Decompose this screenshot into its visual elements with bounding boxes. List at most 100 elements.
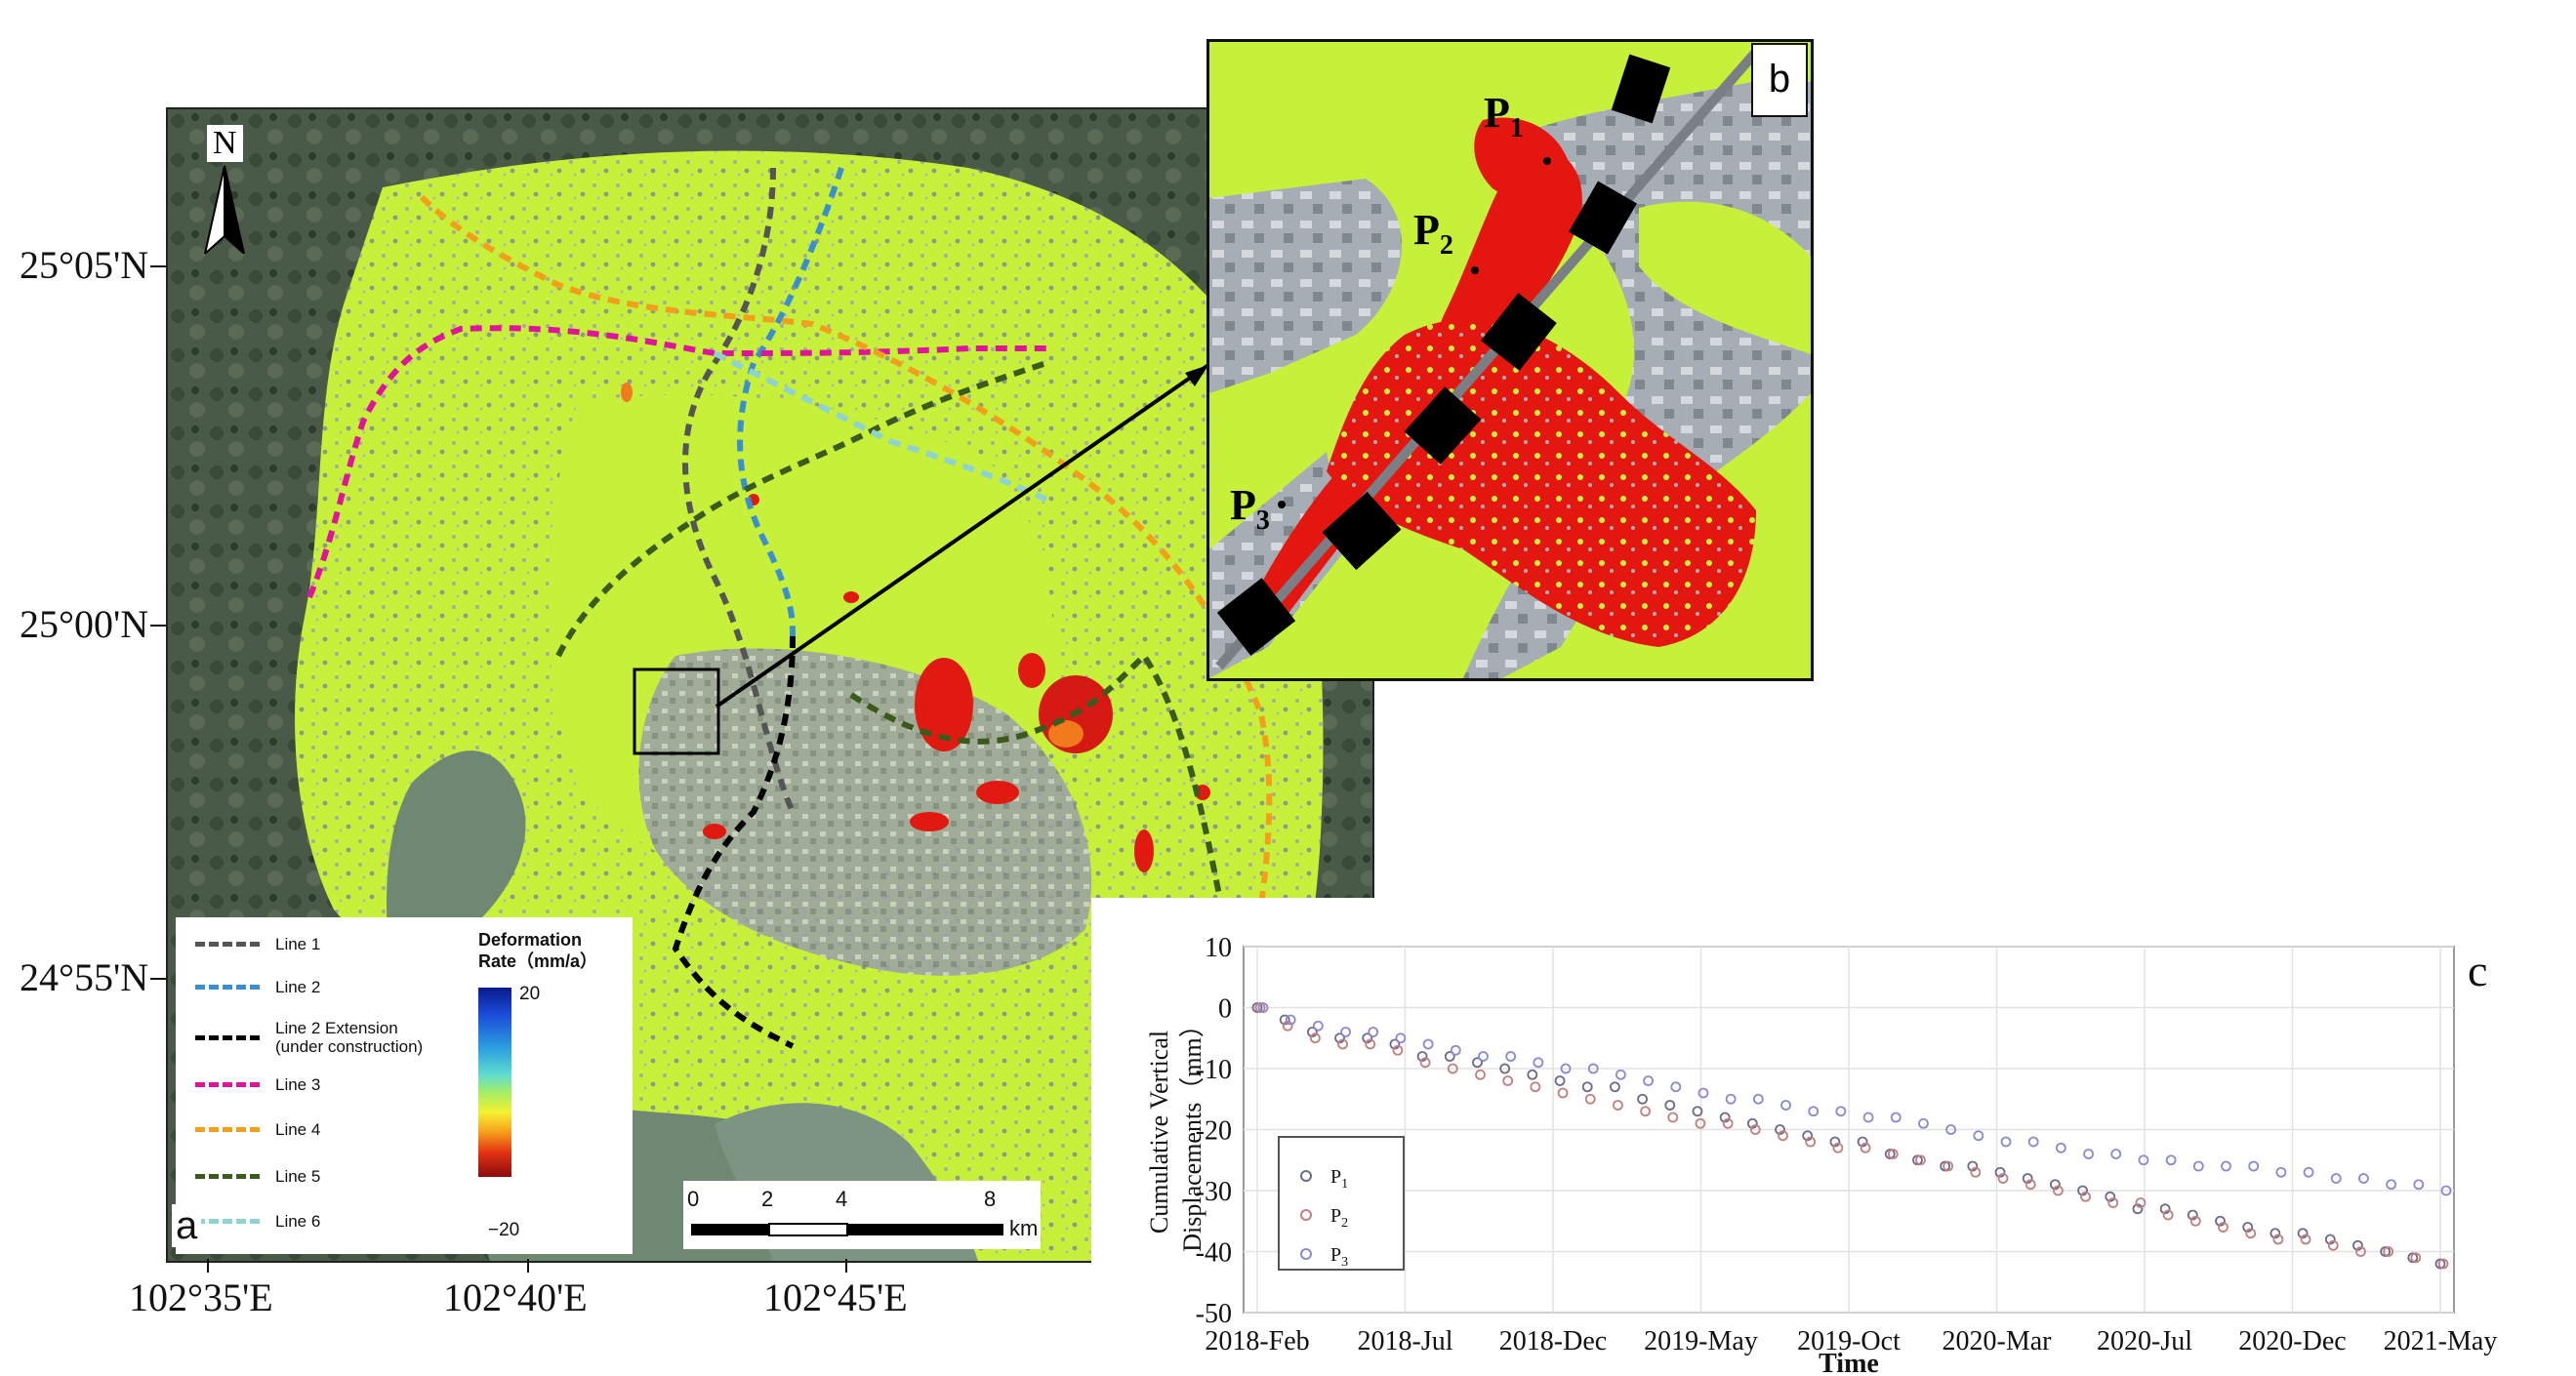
data-point [1499, 1063, 1511, 1074]
point-p1-marker [1543, 157, 1551, 165]
data-point [2380, 1246, 2392, 1257]
north-arrow-icon [203, 165, 246, 254]
data-point [2383, 1246, 2394, 1257]
data-point [1829, 1136, 1841, 1148]
x-axis-label: Time [1819, 1349, 1879, 1376]
data-point [1667, 1112, 1679, 1123]
data-point [1395, 1032, 1407, 1044]
legend-marker [1300, 1209, 1312, 1221]
data-point [1392, 1044, 1404, 1056]
data-point [2413, 1179, 2425, 1191]
colorbar-title-line-1: Deformation [478, 930, 583, 950]
data-point [1719, 1112, 1731, 1123]
data-point [1257, 1002, 1269, 1013]
data-point [1254, 1002, 1266, 1013]
data-point [2330, 1173, 2342, 1184]
data-point [1368, 1027, 1379, 1037]
colorbar-title: Deformation Rate（mm/a） [478, 929, 597, 972]
data-point [2135, 1197, 2147, 1208]
displacement-chart: 100-10-20-30-40-50 2018-Feb 2018-Jul 2018-… [1145, 933, 2497, 1376]
x-axis-ticks: 2018-Feb 2018-Jul 2018-Dec 2019-May 2019-Oct… [1205, 1326, 2497, 1356]
inset-deformation-map [1206, 39, 1814, 681]
line-6-route [713, 350, 1048, 503]
data-point [1967, 1160, 1979, 1172]
scale-tick-0: 0 [687, 1187, 700, 1211]
data-point [1664, 1100, 1676, 1111]
legend-label-line-2: Line 2 [275, 977, 321, 996]
data-point [1416, 1051, 1428, 1062]
data-point [2138, 1154, 2149, 1166]
data-point [1722, 1117, 1734, 1129]
legend-swatch-line-4 [195, 1126, 260, 1132]
legend-swatch-line-1 [195, 941, 260, 947]
x-tick-label: 2020-Mar [1942, 1326, 2053, 1356]
data-point [1337, 1038, 1348, 1050]
data-point [1695, 1117, 1706, 1129]
data-point [1752, 1093, 1764, 1105]
data-point [1940, 1160, 1951, 1172]
legend-label-line-5: Line 5 [275, 1166, 321, 1186]
data-point [1560, 1063, 1572, 1074]
data-point [1419, 1057, 1431, 1069]
y-tick-label: -10 [1196, 1055, 1232, 1085]
data-point [1502, 1075, 1514, 1086]
data-point [1610, 1081, 1620, 1093]
data-point [2162, 1209, 2174, 1221]
data-point [2355, 1246, 2366, 1257]
data-point [2327, 1239, 2339, 1251]
displacement-chart-panel: 10 0 -10 -20 -30 -40 -50 2018-Feb 2018-Jul 2018-… [1091, 898, 2576, 1376]
data-point [1860, 1142, 1871, 1153]
data-point [1749, 1124, 1761, 1135]
series-p3 [1257, 1002, 2452, 1196]
data-point [1918, 1117, 1929, 1129]
data-point [1912, 1154, 1923, 1166]
data-point [1857, 1136, 1868, 1148]
data-point [2024, 1179, 2036, 1191]
x-tick-label: 2018-Dec [1499, 1326, 1607, 1356]
y-axis-label-line-1: Cumulative Vertical [1145, 1031, 1173, 1234]
legend-line-3: Line 3 [195, 1070, 320, 1099]
data-point [1775, 1124, 1785, 1135]
series-p2 [1254, 1002, 2449, 1270]
data-point [1282, 1020, 1293, 1032]
data-point [1970, 1166, 1982, 1178]
lat-label-1: 25°05'N [20, 243, 149, 287]
data-point [2434, 1258, 2446, 1270]
data-point [1835, 1106, 1847, 1117]
inset-map-canvas [1209, 42, 1811, 678]
data-point [2324, 1234, 2336, 1245]
data-point [1422, 1038, 1434, 1050]
data-point [2132, 1203, 2144, 1215]
data-point [1997, 1173, 2009, 1184]
x-tick-label: 2019-May [1644, 1326, 1758, 1356]
line-3-route [307, 325, 1046, 599]
data-point [2221, 1160, 2231, 1172]
data-point [2245, 1228, 2257, 1239]
legend-line-5: Line 5 [195, 1161, 320, 1191]
data-point [1340, 1027, 1351, 1037]
legend-line-2-extension: Line 2 Extension (under construction) [195, 1013, 423, 1062]
line-1-route [682, 167, 796, 814]
data-point [1285, 1014, 1296, 1026]
legend-label-line-6: Line 6 [275, 1211, 321, 1231]
legend-label-line-2-extension-main: Line 2 Extension [275, 1019, 398, 1037]
chart-series [1251, 1002, 2452, 1270]
data-point [1527, 1069, 1538, 1080]
legend-line-4: Line 4 [195, 1114, 320, 1144]
data-point [1808, 1106, 1820, 1117]
data-point [2000, 1136, 2012, 1148]
data-point [1447, 1063, 1458, 1074]
data-point [2189, 1215, 2201, 1227]
y-tick-label: -40 [1196, 1238, 1232, 1269]
data-point [2055, 1142, 2066, 1153]
panel-c-label: c [2468, 946, 2487, 995]
map-legend: Line 1 Line 2 Line 2 Extension (under co… [176, 917, 633, 1254]
data-point [1994, 1166, 2006, 1178]
data-point [2027, 1136, 2039, 1148]
data-point [1584, 1093, 1596, 1105]
legend-line-1: Line 1 [195, 929, 320, 958]
data-point [2187, 1209, 2198, 1221]
data-point [1251, 1002, 1263, 1013]
data-point [1805, 1136, 1817, 1148]
data-point [1444, 1051, 1455, 1062]
